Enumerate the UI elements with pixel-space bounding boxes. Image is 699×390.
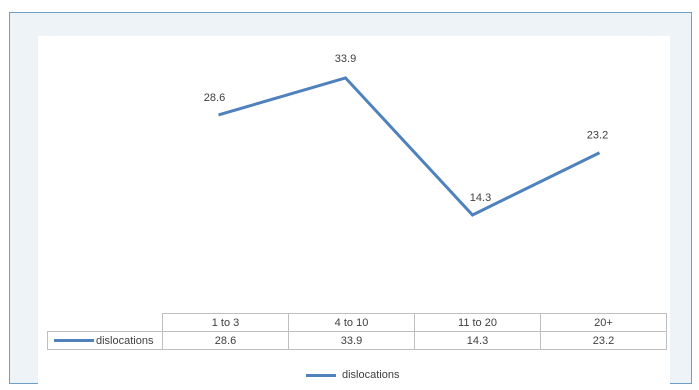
data-table-value-2: 33.9 (288, 331, 415, 350)
series-line-dislocations (218, 76, 601, 217)
data-table-header-4: 20+ (540, 313, 667, 332)
data-table-value-3: 14.3 (414, 331, 541, 350)
data-table-corner (47, 313, 163, 332)
legend-key-line (54, 339, 94, 343)
data-label: 33.9 (335, 53, 356, 65)
data-table-header-1: 1 to 3 (162, 313, 289, 332)
data-label: 14.3 (470, 192, 491, 204)
data-table-value-4: 23.2 (540, 331, 667, 350)
data-table: 1 to 3 4 to 10 11 to 20 20+ dislocations… (47, 313, 667, 350)
data-label: 28.6 (204, 92, 225, 104)
data-table-header-row: 1 to 3 4 to 10 11 to 20 20+ (47, 313, 667, 332)
legend-key (306, 373, 336, 377)
data-table-value-1: 28.6 (162, 331, 289, 350)
data-table-header-2: 4 to 10 (288, 313, 415, 332)
data-table-row-label: dislocations (47, 331, 163, 350)
data-table-row-label-text: dislocations (96, 334, 154, 347)
data-table-row: dislocations 28.6 33.9 14.3 23.2 (47, 331, 667, 350)
legend: dislocations (306, 369, 399, 381)
legend-label: dislocations (342, 369, 400, 381)
data-label: 23.2 (587, 130, 608, 142)
data-table-header-3: 11 to 20 (414, 313, 541, 332)
